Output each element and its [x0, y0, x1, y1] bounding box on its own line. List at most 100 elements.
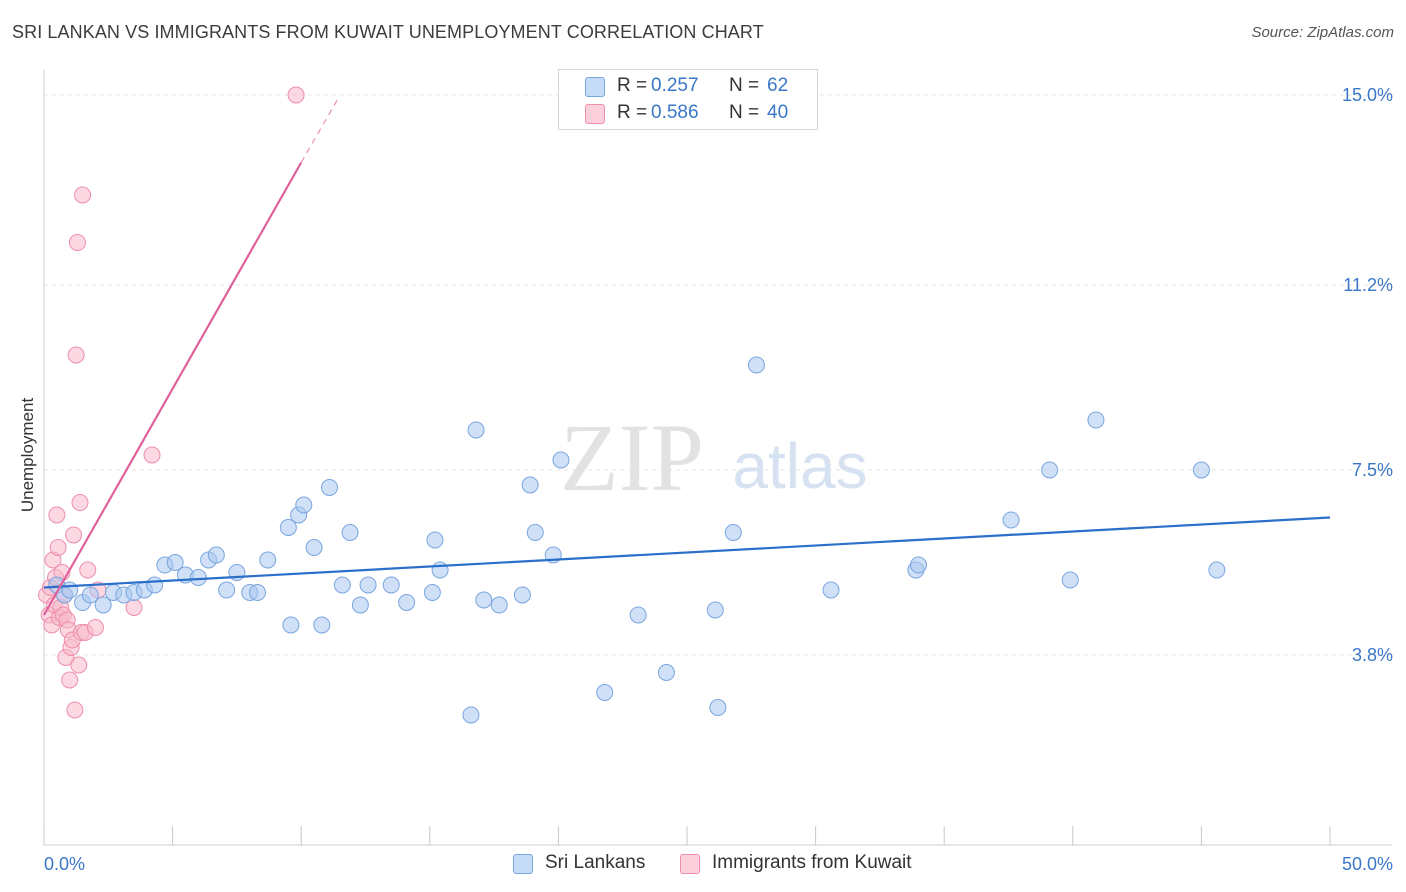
point-srilankan: [747, 356, 765, 374]
x-tick-labels: 0.0% 50.0%: [44, 854, 1393, 874]
point-srilankan: [706, 601, 724, 619]
legend-n-value: 62: [767, 75, 789, 96]
trend-lines: [43, 99, 1331, 616]
source-credit: Source: ZipAtlas.com: [1251, 24, 1394, 41]
point-srilankan: [822, 581, 840, 599]
legend-swatch-kuwait: [585, 104, 605, 124]
y-tick-label: 15.0%: [1342, 85, 1393, 105]
point-srilankan: [423, 584, 441, 601]
legend-r-value: 0.586: [651, 102, 699, 123]
point-srilankan: [305, 539, 323, 556]
point-srilankan: [313, 616, 331, 634]
point-srilankan: [341, 524, 359, 541]
legend-n-value: 40: [767, 102, 789, 123]
y-tick-label: 11.2%: [1343, 275, 1393, 295]
y-axis-label: Unemployment: [18, 397, 37, 513]
point-srilankan: [218, 581, 236, 599]
point-kuwait: [74, 186, 92, 204]
point-srilankan: [279, 519, 297, 536]
point-srilankan: [61, 581, 79, 599]
watermark-zip: ZIP: [560, 404, 704, 511]
point-srilankan: [189, 569, 207, 586]
legend-n-label: N =: [729, 102, 760, 123]
point-srilankan: [724, 524, 742, 541]
y-tick-label: 3.8%: [1352, 645, 1393, 665]
point-srilankan: [359, 576, 377, 594]
y-tick-label: 7.5%: [1352, 460, 1393, 480]
point-srilankan: [1192, 461, 1210, 479]
point-srilankan: [1208, 561, 1226, 579]
legend-swatch-srilankans: [585, 77, 605, 97]
chart-title: SRI LANKAN VS IMMIGRANTS FROM KUWAIT UNE…: [12, 22, 764, 42]
stats-legend: R = 0.257 N = 62 R = 0.586 N = 40: [558, 69, 818, 130]
point-srilankan: [398, 594, 416, 611]
point-srilankan: [490, 596, 508, 614]
watermark-atlas: atlas: [732, 430, 867, 502]
point-srilankan: [629, 606, 647, 624]
point-srilankan: [1061, 571, 1079, 589]
point-srilankan: [146, 576, 164, 594]
point-kuwait: [65, 526, 83, 544]
point-srilankan: [709, 699, 727, 716]
x-ticks: [43, 826, 1331, 845]
watermark: ZIP atlas: [560, 404, 868, 511]
point-srilankan: [282, 616, 300, 634]
point-srilankan: [207, 546, 225, 564]
bottom-legend-label-kuwait: Immigrants from Kuwait: [712, 852, 912, 873]
point-kuwait: [61, 671, 79, 689]
point-srilankan: [431, 561, 449, 579]
gridlines: [44, 94, 1392, 656]
bottom-legend-label-srilankans: Sri Lankans: [545, 852, 646, 873]
point-srilankan: [596, 684, 614, 701]
point-kuwait: [67, 346, 85, 364]
point-srilankan: [657, 664, 675, 681]
point-srilankan: [521, 476, 539, 494]
trend-line-kuwait-extension: [300, 99, 338, 163]
point-srilankan: [351, 596, 369, 614]
point-srilankan: [295, 496, 313, 514]
bottom-legend-swatch-kuwait: [680, 854, 700, 874]
point-srilankan: [909, 556, 927, 574]
point-kuwait: [49, 539, 67, 556]
point-srilankan: [1041, 461, 1059, 479]
x-tick-label: 50.0%: [1342, 854, 1393, 874]
point-kuwait: [68, 234, 86, 251]
point-srilankan: [320, 479, 338, 496]
series-kuwait-points: [38, 86, 305, 719]
point-srilankan: [333, 576, 351, 594]
point-kuwait: [70, 656, 88, 674]
trend-line-srilankans: [43, 516, 1331, 589]
bottom-legend-swatch-srilankans: [513, 854, 533, 874]
point-srilankan: [382, 576, 400, 594]
point-srilankan: [81, 586, 99, 604]
point-kuwait: [48, 506, 66, 524]
point-srilankan: [248, 584, 266, 601]
x-tick-label: 0.0%: [44, 854, 85, 874]
axes: [43, 70, 1392, 846]
y-tick-labels: 3.8% 7.5% 11.2% 15.0%: [1342, 85, 1393, 665]
point-srilankan: [426, 531, 444, 549]
legend-n-label: N =: [729, 75, 760, 96]
legend-r-label: R =: [617, 102, 648, 123]
point-kuwait: [66, 701, 84, 719]
point-srilankan: [259, 551, 277, 569]
point-kuwait: [287, 86, 305, 104]
point-srilankan: [94, 596, 112, 614]
series-srilankan-points: [48, 356, 1226, 724]
legend-r-value: 0.257: [651, 75, 699, 96]
point-srilankan: [475, 591, 493, 609]
point-srilankan: [462, 706, 480, 724]
legend-r-label: R =: [617, 75, 648, 96]
point-kuwait: [79, 561, 97, 579]
trend-line-kuwait: [43, 161, 303, 616]
point-srilankan: [552, 451, 570, 469]
point-srilankan: [166, 554, 184, 571]
point-kuwait: [86, 619, 104, 636]
point-srilankan: [513, 586, 531, 604]
point-kuwait: [143, 446, 161, 464]
point-srilankan: [467, 421, 485, 439]
point-srilankan: [526, 524, 544, 541]
point-srilankan: [1002, 511, 1020, 529]
point-srilankan: [1087, 411, 1105, 429]
